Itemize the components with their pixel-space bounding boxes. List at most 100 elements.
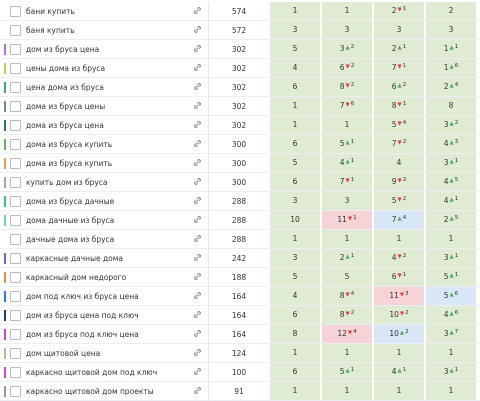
search-volume: 302 — [231, 102, 247, 111]
checkbox[interactable] — [10, 82, 21, 93]
checkbox[interactable] — [10, 234, 21, 245]
checkbox[interactable] — [10, 101, 21, 112]
checkbox[interactable] — [10, 329, 21, 340]
search-volume: 288 — [231, 216, 247, 225]
position: 1 — [344, 6, 350, 15]
checkbox[interactable] — [10, 158, 21, 169]
position: 10 — [389, 329, 399, 338]
color-marker — [4, 158, 6, 169]
separator — [208, 325, 209, 344]
position: 11 — [389, 291, 399, 300]
checkbox[interactable] — [10, 177, 21, 188]
position-cell: 5 — [270, 154, 320, 172]
checkbox[interactable] — [10, 348, 21, 359]
color-marker — [4, 215, 6, 226]
separator — [208, 154, 209, 173]
table-row: каркасно щитовой дом под ключ 100 6 5▲1 4▲1 3… — [0, 363, 480, 382]
change: 7 — [454, 329, 459, 335]
position: 4 — [443, 139, 449, 148]
search-volume: 300 — [231, 140, 247, 149]
link-icon[interactable] — [193, 63, 202, 74]
position-cell: 6▲2 — [374, 78, 424, 96]
checkbox[interactable] — [10, 139, 21, 150]
checkbox[interactable] — [10, 44, 21, 55]
search-volume: 302 — [231, 83, 247, 92]
checkbox[interactable] — [10, 386, 21, 397]
position-cell: 1 — [374, 382, 424, 400]
checkbox[interactable] — [10, 367, 21, 378]
position-cell: 3▲1 — [426, 154, 476, 172]
position-cell: 1 — [322, 230, 372, 248]
link-icon[interactable] — [193, 25, 202, 36]
separator — [208, 21, 209, 40]
link-icon[interactable] — [193, 196, 202, 207]
checkbox[interactable] — [10, 120, 21, 131]
link-icon[interactable] — [193, 158, 202, 169]
change-arrow: ▼ — [345, 64, 350, 70]
link-icon[interactable] — [193, 291, 202, 302]
change-arrow: ▲ — [449, 140, 454, 146]
link-icon[interactable] — [193, 310, 202, 321]
position-cell: 6 — [270, 363, 320, 381]
position-cell: 5▼2 — [374, 192, 424, 210]
separator — [208, 268, 209, 287]
link-icon[interactable] — [193, 367, 202, 378]
change-arrow: ▲ — [449, 121, 454, 127]
change-arrow: ▲ — [345, 368, 350, 374]
position-cell: 3▲7 — [426, 325, 476, 343]
separator — [208, 344, 209, 363]
change: 4 — [402, 215, 407, 221]
position-cell: 4▲3 — [426, 135, 476, 153]
position: 4 — [292, 291, 298, 300]
table-row: дачные дома из бруса 288 1 1 1 1 — [0, 230, 480, 249]
checkbox[interactable] — [10, 196, 21, 207]
change: 4 — [350, 291, 355, 297]
link-icon[interactable] — [193, 329, 202, 340]
link-icon[interactable] — [193, 44, 202, 55]
change: 5 — [454, 215, 459, 221]
link-icon[interactable] — [193, 82, 202, 93]
link-icon[interactable] — [193, 272, 202, 283]
checkbox[interactable] — [10, 272, 21, 283]
position-cell: 4▲1 — [374, 363, 424, 381]
change-arrow: ▲ — [449, 197, 454, 203]
link-icon[interactable] — [193, 120, 202, 131]
separator — [208, 306, 209, 325]
position: 6 — [292, 82, 298, 91]
search-volume: 100 — [231, 368, 247, 377]
link-icon[interactable] — [193, 6, 202, 17]
link-icon[interactable] — [193, 177, 202, 188]
position: 2 — [339, 253, 345, 262]
position-cell: 1 — [270, 382, 320, 400]
position-cell: 3 — [270, 249, 320, 267]
link-icon[interactable] — [193, 253, 202, 264]
checkbox[interactable] — [10, 291, 21, 302]
position-cell: 3 — [270, 21, 320, 39]
link-icon[interactable] — [193, 101, 202, 112]
checkbox[interactable] — [10, 63, 21, 74]
position: 9 — [391, 177, 397, 186]
checkbox[interactable] — [10, 215, 21, 226]
position-cell: 7▲4 — [374, 211, 424, 229]
separator — [208, 249, 209, 268]
position-cell: 1 — [426, 230, 476, 248]
position: 2 — [443, 82, 449, 91]
link-icon[interactable] — [193, 215, 202, 226]
link-icon[interactable] — [193, 348, 202, 359]
link-icon[interactable] — [193, 234, 202, 245]
position: 6 — [292, 310, 298, 319]
checkbox[interactable] — [10, 253, 21, 264]
link-icon[interactable] — [193, 386, 202, 397]
table-row: купить дом из бруса 300 6 7▼1 9▼2 4▲5 — [0, 173, 480, 192]
position-cell: 2 — [426, 2, 476, 20]
checkbox[interactable] — [10, 310, 21, 321]
link-icon[interactable] — [193, 139, 202, 150]
position: 1 — [292, 101, 298, 110]
separator — [208, 363, 209, 382]
checkbox[interactable] — [10, 6, 21, 17]
position-cell: 1 — [426, 382, 476, 400]
change: 2 — [405, 329, 409, 335]
checkbox[interactable] — [10, 25, 21, 36]
position: 6 — [391, 82, 397, 91]
position-cell: 5▲1 — [322, 135, 372, 153]
